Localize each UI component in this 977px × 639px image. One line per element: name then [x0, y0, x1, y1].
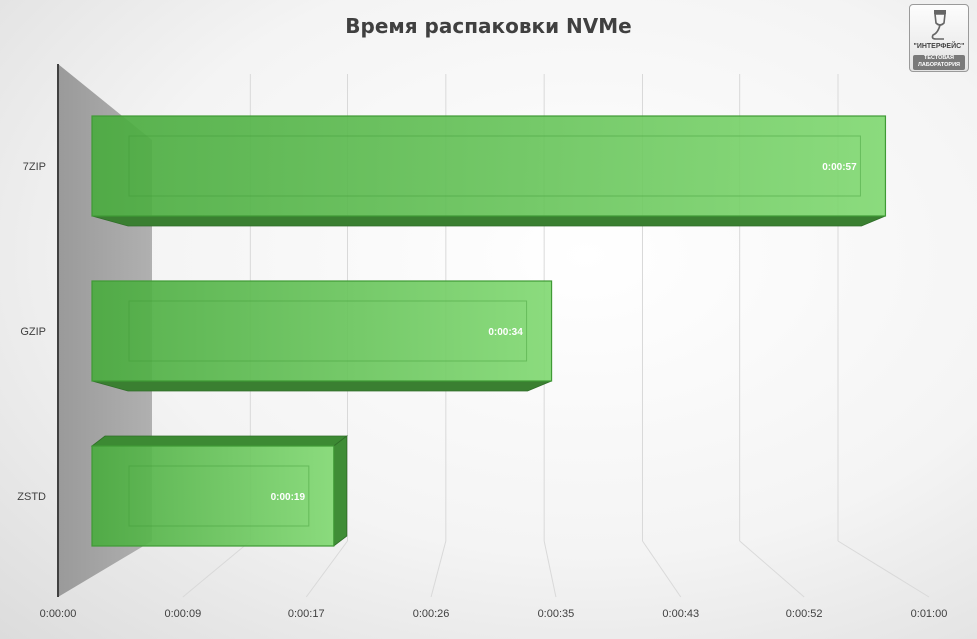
bar — [91, 280, 553, 382]
x-tick-label: 0:00:09 — [164, 608, 201, 620]
logo-subtitle-line2: ЛАБОРАТОРИЯ — [917, 62, 961, 68]
floor-gridline — [182, 540, 251, 598]
bars: 0:00:57 0:00:34 0:00:19 — [90, 115, 887, 547]
bar-inner-edge — [128, 465, 310, 527]
x-tick-label: 0:00:17 — [288, 608, 325, 620]
x-tick-label: 0:00:43 — [662, 608, 699, 620]
bar-bottom-face — [91, 380, 552, 392]
data-label: 0:00:57 — [822, 162, 857, 173]
bar-inner-edge — [128, 300, 528, 362]
logo-name: "ИНТЕРФЕЙС" — [913, 43, 965, 50]
labels: 0:00:00 0:00:09 0:00:17 0:00:26 0:00:35 0:00:… — [17, 161, 947, 620]
floor-gridline — [543, 540, 557, 598]
floor-gridline — [837, 540, 930, 598]
data-label: 0:00:34 — [488, 327, 523, 338]
y-category-label: 7ZIP — [23, 161, 46, 173]
bar — [91, 445, 335, 547]
x-tick-label: 0:00:00 — [40, 608, 77, 620]
bar-side-face — [333, 435, 348, 547]
y-category-label: GZIP — [20, 326, 46, 338]
x-tick-label: 0:01:00 — [911, 608, 948, 620]
x-tick-label: 0:00:26 — [413, 608, 450, 620]
x-tick-label: 0:00:35 — [538, 608, 575, 620]
bar-bottom-face — [91, 215, 886, 227]
x-tick-label: 0:00:52 — [786, 608, 823, 620]
test-tube-icon — [931, 10, 946, 40]
y-category-label: ZSTD — [17, 491, 46, 503]
floor-gridline — [430, 540, 447, 598]
floor-gridline — [739, 540, 805, 598]
chart-title: Время распаковки NVMe — [345, 14, 632, 38]
logo-badge: "ИНТЕРФЕЙС" ТЕСТОВАЯ ЛАБОРАТОРИЯ — [909, 4, 969, 72]
bar — [91, 115, 887, 217]
logo-subtitle-line1: ТЕСТОВАЯ — [924, 55, 954, 61]
logo-subtitle: ТЕСТОВАЯ ЛАБОРАТОРИЯ — [913, 55, 965, 70]
bar-inner-edge — [128, 135, 861, 197]
bar-top-face — [90, 435, 348, 447]
floor-gridline — [305, 540, 348, 598]
floor-gridline — [642, 540, 682, 598]
data-label: 0:00:19 — [271, 492, 306, 503]
